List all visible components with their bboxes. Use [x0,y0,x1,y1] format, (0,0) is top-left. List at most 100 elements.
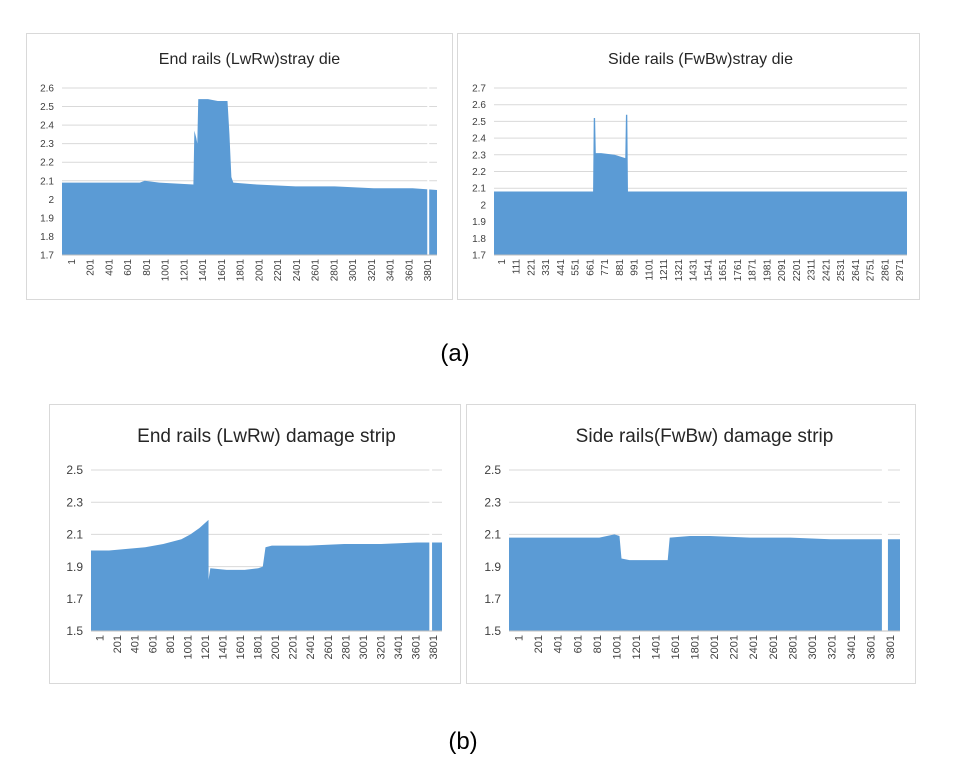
chart-panel-side-rails-stray-die: Side rails (FwBw)stray die 1.7 1.8 1.9 2 2.1 2… [457,33,920,300]
y-tick-label: 2.5 [40,102,54,113]
x-tick-label: 3801 [885,635,897,659]
y-tick-label: 1.8 [472,234,486,245]
y-tick-label: 1.9 [66,560,83,574]
x-tick-label: 2201 [273,259,284,282]
x-tick-label: 1601 [217,259,228,282]
x-tick-label: 3001 [358,635,370,659]
chart-panel-end-rails-damage-strip: End rails (LwRw) damage strip 1.5 1.7 1.9 2.… [49,404,461,684]
x-tick-label: 1401 [198,259,209,282]
y-tick-label: 2 [48,195,54,206]
x-tick-label: 2091 [777,259,788,282]
y-tick-label: 2.3 [472,150,486,161]
x-tick-label: 2801 [329,259,340,282]
x-tick-label: 3401 [846,635,858,659]
y-tick-label: 2.3 [484,495,501,509]
x-tick-label: 3601 [411,635,423,659]
x-tick-label: 2201 [288,635,300,659]
x-tick-label: 2861 [880,259,891,282]
y-tick-label: 1.9 [40,213,54,224]
x-tick-label: 1801 [690,635,702,659]
x-tick-label: 1541 [703,259,714,282]
y-tick-label: 1.5 [484,624,501,638]
caption-b: (b) [448,728,478,755]
x-tick-label: 201 [533,635,545,653]
x-tick-label: 1801 [236,259,247,282]
y-tick-label: 2.1 [484,528,501,542]
x-tick-label: 3201 [375,635,387,659]
x-tick-label: 2311 [807,259,818,281]
x-tick-label: 1 [67,259,78,265]
x-tick-label: 1651 [718,259,729,282]
x-tick-label: 3801 [423,259,434,282]
data-series-area [509,534,900,631]
x-tick-label: 3401 [393,635,405,659]
x-tick-label: 1601 [670,635,682,659]
x-tick-label: 1001 [182,635,194,659]
x-tick-label: 1 [514,635,526,641]
x-tick-label: 881 [615,259,626,276]
x-tick-label: 3401 [386,259,397,282]
x-tick-label: 221 [526,259,537,276]
x-tick-label: 771 [600,259,611,276]
x-tick-label: 991 [630,259,641,276]
x-tick-label: 1801 [253,635,265,659]
x-tick-label: 601 [147,635,159,653]
data-series-area [62,99,437,255]
y-tick-label: 2.2 [472,167,486,178]
x-tick-label: 1321 [674,259,685,282]
x-tick-label: 661 [585,259,596,276]
x-tick-label: 3201 [826,635,838,659]
x-tick-label: 331 [541,259,552,276]
y-tick-label: 1.7 [472,251,486,262]
x-tick-label: 201 [112,635,124,653]
x-tick-label: 2601 [768,635,780,659]
y-tick-label: 2.5 [472,117,486,128]
x-tick-label: 2201 [729,635,741,659]
x-tick-label: 1 [95,635,107,641]
x-tick-label: 551 [571,259,582,276]
x-tick-label: 2001 [270,635,282,659]
x-tick-label: 1871 [748,259,759,282]
chart-side-rails-damage-strip: Side rails(FwBw) damage strip 1.5 1.7 1.9 2.… [484,426,900,659]
x-tick-label: 1201 [179,259,190,282]
y-tick-label: 2.6 [40,84,54,95]
chart-end-rails-damage-strip: End rails (LwRw) damage strip 1.5 1.7 1.9 2.… [66,426,442,659]
x-tick-label: 2401 [305,635,317,659]
chart-title: Side rails(FwBw) damage strip [576,426,834,447]
x-tick-label: 601 [572,635,584,653]
chart-title: Side rails (FwBw)stray die [608,51,793,68]
data-gap [881,468,888,631]
x-tick-label: 3001 [807,635,819,659]
x-tick-label: 2801 [787,635,799,659]
x-tick-label: 2401 [748,635,760,659]
y-tick-label: 1.7 [484,592,501,606]
y-tick-label: 2.5 [484,463,501,477]
y-tick-label: 2.1 [66,528,83,542]
x-tick-label: 401 [553,635,565,653]
chart-panel-end-rails-stray-die: End rails (LwRw)stray die 1.7 1.8 1.9 2 2.1 2.… [26,33,453,300]
y-tick-label: 2.2 [40,158,54,169]
x-tick-label: 111 [512,259,523,275]
y-tick-label: 1.5 [66,624,83,638]
x-tick-label: 1401 [217,635,229,659]
data-series-area [494,114,907,255]
x-tick-label: 2601 [311,259,322,282]
x-tick-label: 1201 [631,635,643,659]
y-tick-label: 2.1 [472,184,486,195]
x-tick-label: 2601 [323,635,335,659]
data-series-area [91,519,442,631]
y-tick-label: 2.4 [40,121,54,132]
y-tick-label: 2.5 [66,463,83,477]
x-tick-label: 801 [165,635,177,653]
y-tick-label: 1.9 [472,217,486,228]
chart-side-rails-stray-die: Side rails (FwBw)stray die 1.7 1.8 1.9 2 2.1 2… [472,51,907,282]
x-tick-label: 1 [497,259,508,265]
chart-title: End rails (LwRw) damage strip [137,426,396,447]
x-tick-label: 1761 [733,259,744,282]
x-tick-label: 3801 [428,635,440,659]
x-tick-label: 2801 [340,635,352,659]
data-gap [429,468,433,631]
y-tick-label: 2 [480,200,486,211]
x-tick-label: 201 [86,259,97,276]
y-tick-label: 2.3 [66,495,83,509]
